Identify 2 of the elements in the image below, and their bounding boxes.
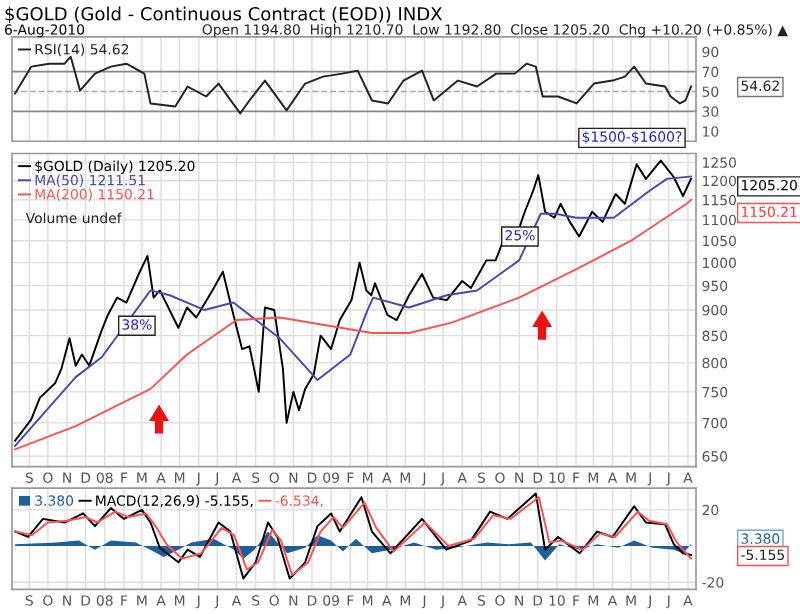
chart-title: $GOLD (Gold - Continuous Contract (EOD)) INDX [5,6,442,23]
line-series [14,55,693,115]
